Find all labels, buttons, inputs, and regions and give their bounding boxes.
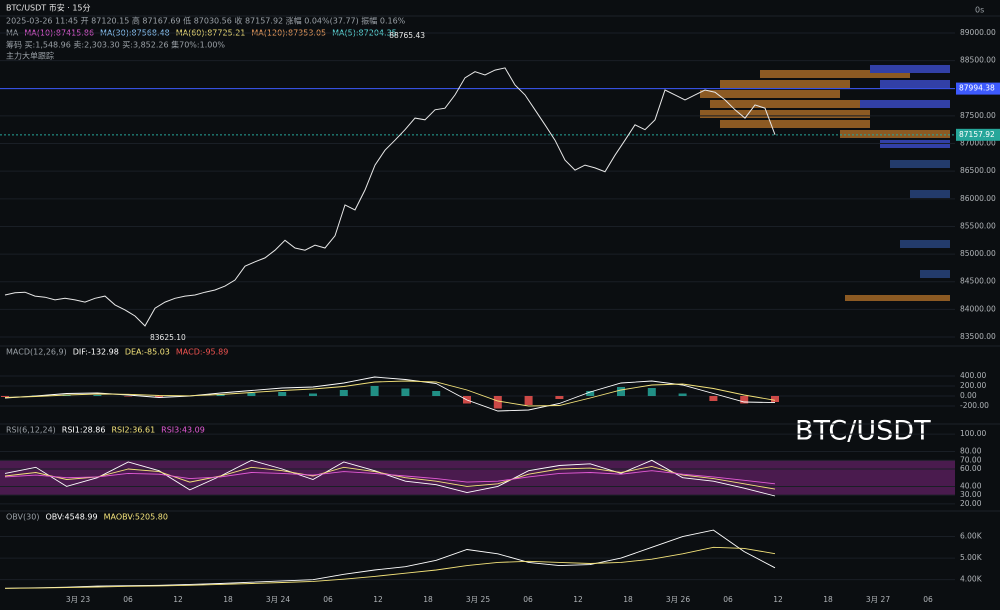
series-line bbox=[4, 470, 776, 485]
legend-item: OBV(30) bbox=[6, 513, 39, 522]
y-tick-label: 84500.00 bbox=[960, 277, 996, 286]
legend-item: RSI3:43.09 bbox=[161, 426, 205, 435]
y-tick-label: 5.00K bbox=[960, 553, 983, 562]
macd-bar bbox=[155, 396, 163, 398]
y-tick-label: 200.00 bbox=[960, 381, 986, 390]
x-tick-label: 3月 25 bbox=[466, 595, 490, 604]
macd-bar bbox=[432, 391, 441, 396]
y-tick-label: 85500.00 bbox=[960, 221, 996, 230]
x-tick-label: 3月 27 bbox=[866, 595, 890, 604]
macd-bar bbox=[740, 396, 749, 404]
macd-bar bbox=[278, 392, 287, 396]
y-tick-label: 6.00K bbox=[960, 532, 983, 541]
macd-bar bbox=[709, 396, 718, 401]
series-line bbox=[4, 459, 776, 497]
legend-item: MAOBV:5205.80 bbox=[104, 513, 168, 522]
legend-item: DEA:-85.03 bbox=[125, 348, 170, 357]
macd-bar bbox=[524, 396, 533, 405]
macd-bar bbox=[309, 393, 317, 396]
series-line bbox=[4, 376, 776, 412]
y-tick-label: 100.00 bbox=[960, 429, 986, 438]
macd-bar bbox=[370, 386, 379, 396]
legend-item: DIF:-132.98 bbox=[73, 348, 119, 357]
price-tag-label: 87994.38 bbox=[959, 84, 995, 93]
y-tick-label: 86500.00 bbox=[960, 166, 996, 175]
macd-bar bbox=[124, 396, 133, 397]
x-tick-label: 12 bbox=[373, 595, 383, 604]
y-tick-label: 70.00 bbox=[960, 455, 982, 464]
macd-bar bbox=[647, 388, 656, 396]
tracker-line: 主力大单跟踪 bbox=[6, 51, 54, 61]
macd-bar bbox=[247, 393, 256, 396]
series-line bbox=[4, 380, 776, 407]
x-tick-label: 12 bbox=[773, 595, 783, 604]
timer: 0s bbox=[975, 6, 984, 15]
y-tick-label: 87500.00 bbox=[960, 111, 996, 120]
y-tick-label: -200.00 bbox=[960, 401, 989, 410]
y-tick-label: 88500.00 bbox=[960, 56, 996, 65]
y-tick-label: 85000.00 bbox=[960, 249, 996, 258]
extreme-label: 88765.43 bbox=[389, 31, 425, 40]
rsi-band bbox=[0, 460, 955, 496]
macd-bar bbox=[617, 387, 625, 396]
macd-bar bbox=[339, 390, 348, 396]
x-tick-label: 12 bbox=[573, 595, 583, 604]
y-tick-label: 80.00 bbox=[960, 447, 982, 456]
watermark: BTC/USDT bbox=[795, 416, 931, 447]
legend-item: MACD:-95.89 bbox=[176, 348, 228, 357]
y-tick-label: 40.00 bbox=[960, 481, 982, 490]
y-tick-label: 0.00 bbox=[960, 391, 977, 400]
chips-line: 筹码 买:1,548.96 卖:2,303.30 买:3,852.26 集70%… bbox=[6, 40, 225, 50]
symbol-title[interactable]: BTC/USDT 币安 · 15分 bbox=[6, 3, 91, 13]
x-tick-label: 06 bbox=[723, 595, 733, 604]
macd-bar bbox=[216, 394, 225, 396]
quote-line: 2025-03-26 11:45 开 87120.15 高 87167.69 低… bbox=[6, 16, 406, 26]
extreme-label: 83625.10 bbox=[150, 333, 186, 342]
macd-bar bbox=[1, 396, 9, 397]
x-tick-label: 18 bbox=[223, 595, 233, 604]
series-line bbox=[4, 546, 776, 589]
y-tick-label: 89000.00 bbox=[960, 28, 996, 37]
volume-profile bbox=[700, 65, 950, 301]
legend-item: OBV:4548.99 bbox=[45, 513, 97, 522]
macd-bar bbox=[678, 393, 687, 396]
series-line bbox=[4, 67, 776, 327]
x-tick-label: 18 bbox=[423, 595, 433, 604]
macd-bar bbox=[401, 388, 410, 396]
price-tag bbox=[956, 128, 1000, 141]
price-tag-label: 87157.92 bbox=[959, 130, 995, 139]
legend-item: MACD(12,26,9) bbox=[6, 348, 67, 357]
x-tick-label: 06 bbox=[123, 595, 133, 604]
macd-bar bbox=[93, 395, 102, 396]
x-tick-label: 3月 26 bbox=[666, 595, 690, 604]
macd-bar bbox=[586, 391, 595, 396]
x-tick-label: 3月 24 bbox=[266, 595, 290, 604]
macd-bar bbox=[771, 396, 779, 402]
y-tick-label: 30.00 bbox=[960, 490, 982, 499]
macd-bar bbox=[555, 396, 564, 399]
x-tick-label: 06 bbox=[323, 595, 333, 604]
price-tag bbox=[956, 82, 1000, 95]
macd-bar bbox=[493, 396, 502, 409]
y-tick-label: 87000.00 bbox=[960, 139, 996, 148]
series-line bbox=[4, 529, 776, 589]
legend-item: RSI1:28.86 bbox=[62, 426, 106, 435]
y-tick-label: 20.00 bbox=[960, 499, 982, 508]
legend-item: RSI2:36.61 bbox=[111, 426, 155, 435]
x-tick-label: 06 bbox=[523, 595, 533, 604]
y-tick-label: 86000.00 bbox=[960, 194, 996, 203]
x-tick-label: 06 bbox=[923, 595, 933, 604]
y-tick-label: 400.00 bbox=[960, 371, 986, 380]
y-tick-label: 60.00 bbox=[960, 464, 982, 473]
y-tick-label: 84000.00 bbox=[960, 304, 996, 313]
x-tick-label: 18 bbox=[623, 595, 633, 604]
legend-item: RSI(6,12,24) bbox=[6, 426, 56, 435]
y-tick-label: 4.00K bbox=[960, 575, 983, 584]
y-tick-label: 83500.00 bbox=[960, 332, 996, 341]
x-tick-label: 12 bbox=[173, 595, 183, 604]
x-tick-label: 3月 23 bbox=[66, 595, 90, 604]
x-tick-label: 18 bbox=[823, 595, 833, 604]
